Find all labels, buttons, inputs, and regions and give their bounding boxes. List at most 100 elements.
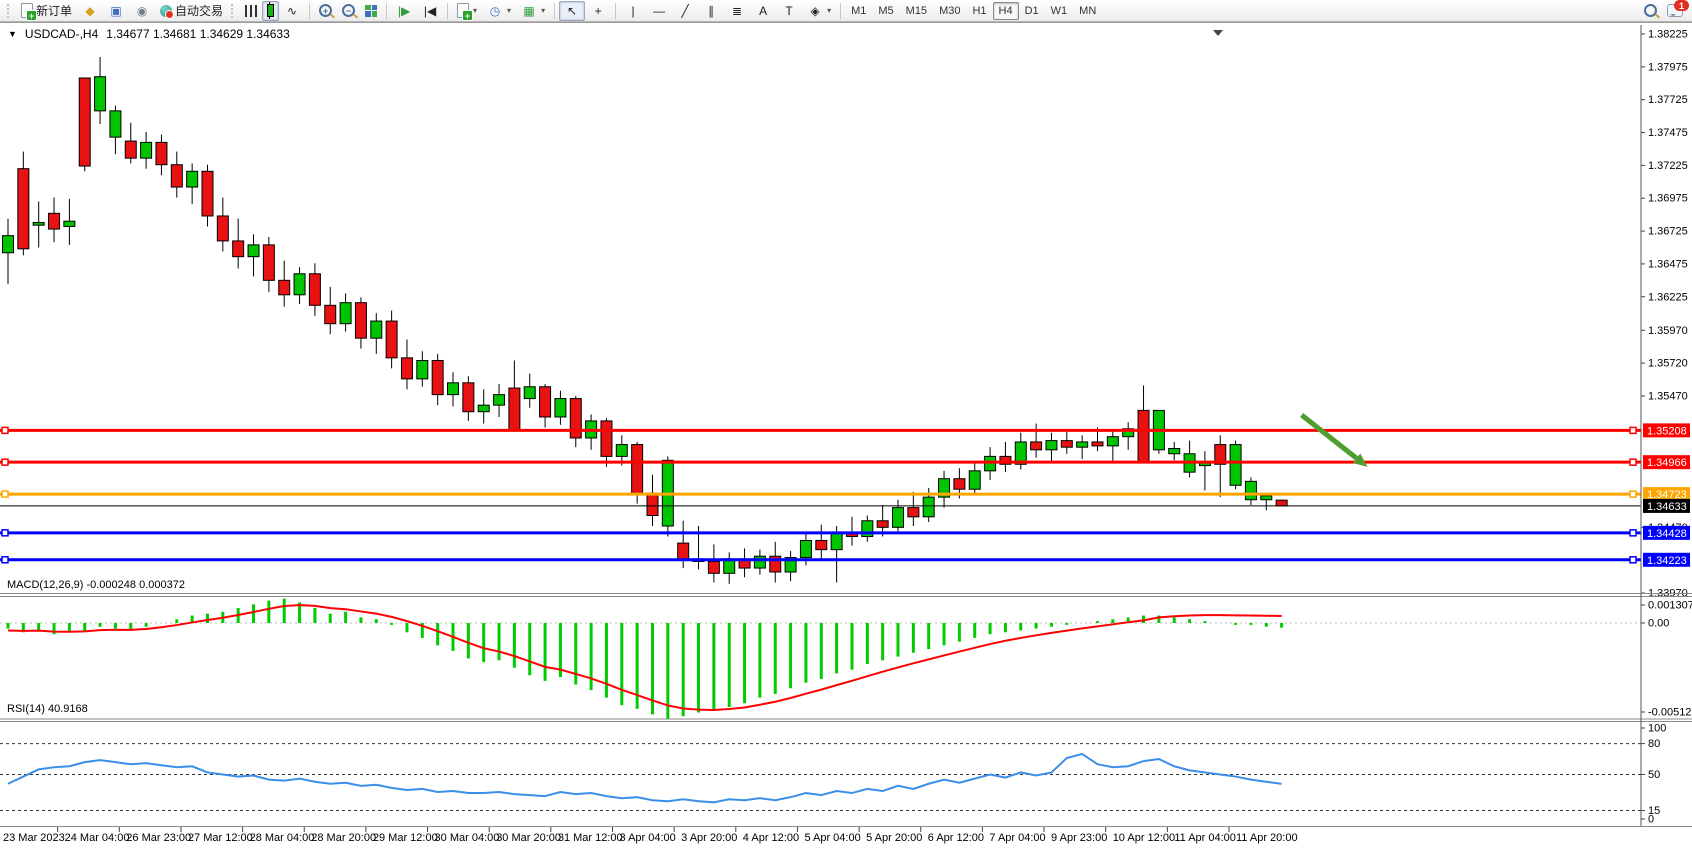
time-tick-label: 30 Mar 20:00 bbox=[496, 832, 561, 844]
separator bbox=[386, 2, 388, 19]
price-tick-label: 1.36475 bbox=[1648, 258, 1688, 270]
hline-tool-button[interactable]: — bbox=[646, 1, 672, 21]
candle bbox=[968, 470, 981, 490]
terminal-button[interactable]: ▣ bbox=[103, 1, 129, 21]
candle bbox=[124, 140, 137, 159]
candle bbox=[907, 507, 920, 518]
candle bbox=[400, 357, 413, 380]
price-line-label-box bbox=[1643, 525, 1690, 540]
indicators-button[interactable]: + ▾ bbox=[452, 1, 482, 21]
tab-timeframe-m15[interactable]: M15 bbox=[905, 4, 928, 17]
price-line-label: 1.34223 bbox=[1647, 555, 1687, 567]
zoom-in-button[interactable]: + bbox=[314, 1, 337, 21]
crosshair-tool-button[interactable]: + bbox=[585, 1, 611, 21]
template-icon: ▦ bbox=[523, 3, 535, 18]
text-tool-button[interactable]: A bbox=[750, 1, 776, 21]
time-tick-label: 11 Apr 20:00 bbox=[1236, 832, 1298, 844]
trendline-tool-button[interactable]: ╱ bbox=[672, 1, 698, 21]
chart-shift-marker[interactable] bbox=[1213, 30, 1223, 36]
tile-windows-icon bbox=[365, 4, 378, 17]
time-tick-label: 3 Apr 04:00 bbox=[620, 832, 676, 844]
arrows-tool-button[interactable]: ◈ ▾ bbox=[802, 1, 836, 21]
candle bbox=[554, 398, 567, 418]
line-chart-mode-button[interactable]: ∿ bbox=[279, 1, 305, 21]
candle bbox=[354, 302, 367, 339]
chevron-down-icon: ▾ bbox=[507, 6, 512, 15]
cursor-tool-button[interactable]: ↖ bbox=[559, 0, 586, 21]
signals-button[interactable]: ◉ bbox=[129, 1, 155, 21]
candle bbox=[938, 478, 951, 498]
toolbar-drag-handle[interactable] bbox=[7, 3, 13, 18]
candle bbox=[539, 386, 552, 418]
rsi-indicator-label: RSI(14) 40.9168 bbox=[7, 703, 88, 715]
auto-trading-button[interactable]: 自动交易 bbox=[155, 1, 228, 21]
candle bbox=[109, 110, 122, 138]
level-line-anchor[interactable] bbox=[1, 426, 9, 435]
bar-chart-mode-button[interactable] bbox=[240, 1, 262, 21]
notifications-button[interactable]: 1 bbox=[1662, 0, 1689, 21]
text-label-tool-button[interactable]: T bbox=[776, 1, 802, 21]
chart-shift-button[interactable]: |◀ bbox=[417, 1, 443, 21]
chart-autoscroll-button[interactable]: |▶ bbox=[391, 1, 417, 21]
tile-windows-button[interactable] bbox=[360, 1, 382, 21]
wallet-button[interactable]: ◆ bbox=[77, 1, 103, 21]
price-tick-label: 1.37475 bbox=[1648, 127, 1688, 139]
tab-timeframe-m5[interactable]: M5 bbox=[878, 4, 894, 17]
time-tick-label: 30 Mar 04:00 bbox=[435, 832, 500, 844]
price-tick-label: 1.36725 bbox=[1648, 226, 1688, 238]
level-line-anchor[interactable] bbox=[1629, 426, 1637, 435]
tab-timeframe-m30[interactable]: M30 bbox=[939, 4, 961, 17]
search-button[interactable] bbox=[1639, 1, 1662, 21]
level-line-anchor[interactable] bbox=[1, 556, 9, 564]
tab-timeframe-w1[interactable]: W1 bbox=[1050, 4, 1068, 17]
tab-timeframe-d1[interactable]: D1 bbox=[1024, 4, 1039, 17]
candlestick-mode-button[interactable] bbox=[262, 0, 280, 21]
price-tick-label: 1.35470 bbox=[1648, 390, 1688, 402]
candle bbox=[876, 520, 889, 528]
candle bbox=[308, 273, 321, 306]
channel-tool-button[interactable]: ∥ bbox=[698, 1, 724, 21]
price-line-label-box bbox=[1643, 487, 1690, 502]
level-line-anchor[interactable] bbox=[1629, 458, 1637, 466]
level-line-anchor[interactable] bbox=[1629, 490, 1637, 498]
candle bbox=[615, 444, 628, 457]
tab-timeframe-h1[interactable]: H1 bbox=[972, 4, 987, 17]
line-chart-icon: ∿ bbox=[287, 3, 298, 18]
templates-button[interactable]: ▦ ▾ bbox=[516, 1, 550, 21]
price-tick-label: 1.37225 bbox=[1648, 160, 1688, 172]
tab-timeframe-m1[interactable]: M1 bbox=[851, 4, 867, 17]
candle bbox=[155, 141, 168, 166]
candle bbox=[815, 539, 828, 551]
chart-canvas[interactable]: 1.38225 1.37975 1.37725 1.37475 1.37225 1.369… bbox=[0, 23, 1692, 848]
level-line-anchor[interactable] bbox=[1629, 529, 1637, 537]
tab-timeframe-mn[interactable]: MN bbox=[1079, 4, 1097, 17]
price-tick-label: 1.37725 bbox=[1648, 94, 1688, 106]
candle bbox=[2, 235, 14, 254]
new-order-button[interactable]: + 新订单 bbox=[16, 1, 77, 21]
separator bbox=[309, 2, 311, 19]
candle bbox=[799, 539, 812, 559]
level-line-anchor[interactable] bbox=[1, 529, 9, 537]
tab-timeframe-h4[interactable]: H4 bbox=[992, 1, 1019, 20]
candle bbox=[861, 520, 874, 538]
level-line-anchor[interactable] bbox=[1, 490, 9, 498]
one-click-toggle-icon[interactable]: ▼ bbox=[8, 29, 17, 39]
rsi-scale-label: 0 bbox=[1648, 814, 1654, 826]
level-line-anchor[interactable] bbox=[1, 458, 9, 466]
candle bbox=[1014, 441, 1027, 465]
text-label-icon: T bbox=[785, 3, 793, 18]
fibonacci-tool-button[interactable]: ≣ bbox=[724, 1, 750, 21]
macd-signal-line bbox=[7, 604, 1282, 711]
candle bbox=[1244, 480, 1257, 501]
zoom-out-button[interactable]: − bbox=[337, 1, 360, 21]
trend-arrow-annotation[interactable] bbox=[1300, 413, 1359, 461]
candle bbox=[677, 542, 690, 560]
rsi-scale-label: 50 bbox=[1648, 769, 1660, 781]
periods-button[interactable]: ◷ ▾ bbox=[482, 1, 516, 21]
toolbar: + 新订单 ◆ ▣ ◉ 自动交易 ∿ + − |▶ |◀ + ▾ bbox=[0, 0, 1692, 22]
level-line-anchor[interactable] bbox=[1629, 556, 1637, 564]
candle bbox=[431, 359, 444, 396]
vline-tool-button[interactable]: | bbox=[620, 1, 646, 21]
text-icon: A bbox=[759, 3, 768, 18]
price-line-label-box bbox=[1643, 552, 1690, 567]
